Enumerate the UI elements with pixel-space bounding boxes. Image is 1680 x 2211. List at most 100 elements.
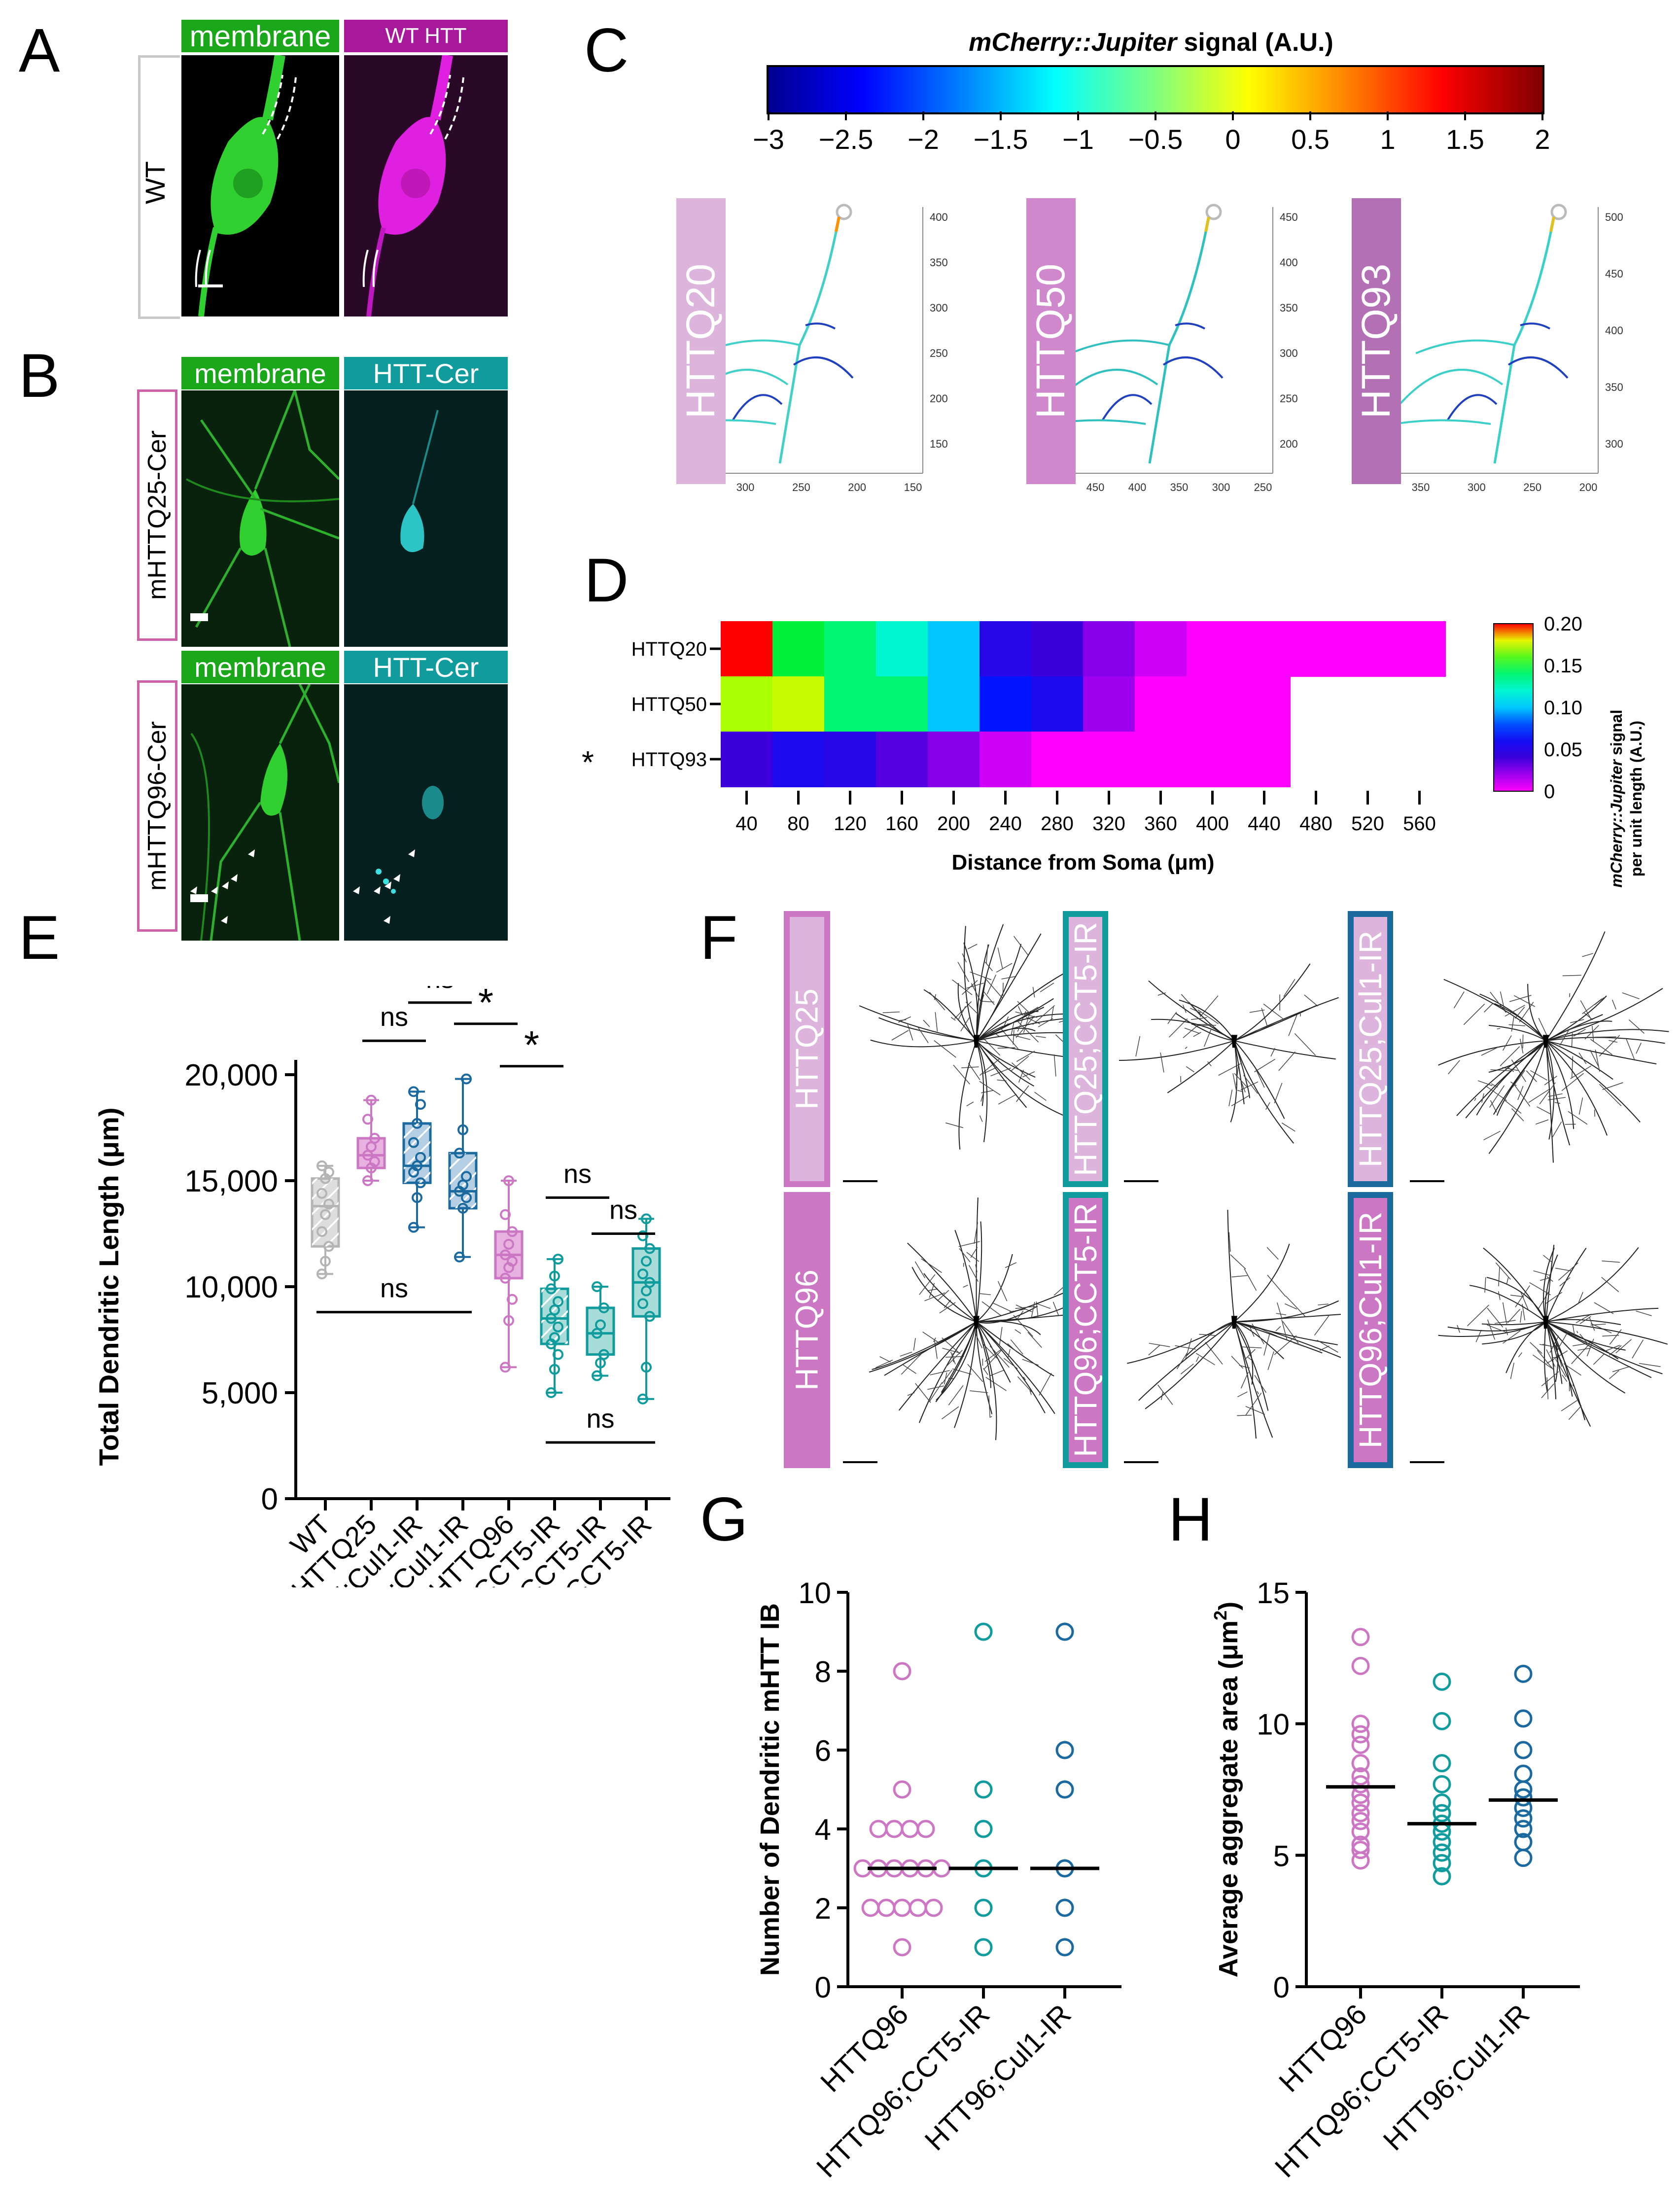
dendrite-branch xyxy=(1502,1035,1512,1051)
dendrite-branch xyxy=(1053,1054,1056,1077)
dendrite-branch xyxy=(1513,995,1536,1007)
heatmap-x-tick-label: 120 xyxy=(834,813,867,835)
dendrite-branch xyxy=(966,1101,974,1107)
heatmap-cell xyxy=(1187,621,1239,677)
scatter-point xyxy=(901,1820,919,1838)
dendrite-branch xyxy=(929,1382,943,1402)
dendrite-trunk xyxy=(1493,216,1555,464)
dendrite xyxy=(935,1321,977,1403)
heatmap-colorbar-tick: 0 xyxy=(1544,781,1555,803)
scatter-point xyxy=(1351,1812,1370,1830)
dendrite-branch xyxy=(1601,1277,1619,1293)
dendrite-branch xyxy=(1448,1060,1460,1075)
heatmap-colorbar-tick: 0.20 xyxy=(1544,613,1582,635)
dendrite-branch xyxy=(1611,999,1616,1010)
heatmap-cell xyxy=(928,621,980,677)
dendrite-branch xyxy=(1561,1400,1577,1411)
soma xyxy=(973,1316,980,1329)
panel-letter-e: E xyxy=(19,904,60,972)
sig-label: ns xyxy=(609,1195,637,1225)
dendrite-branch xyxy=(1175,322,1205,330)
genotype-label-box: HTTQ25 xyxy=(784,911,830,1187)
dendrite-branch xyxy=(1572,1384,1575,1388)
dendrite xyxy=(1227,1210,1235,1322)
trace-label-box: HTTQ20 xyxy=(676,198,726,484)
dendrite-branch xyxy=(1538,1018,1549,1039)
dendrite-branch xyxy=(966,1252,980,1262)
dendrite xyxy=(1505,1321,1546,1373)
box-point xyxy=(598,1302,609,1313)
dendrite-branch xyxy=(999,1327,1003,1346)
dendrite-branch xyxy=(1573,1342,1593,1346)
genotype-label: HTTQ25;Cul1-IR xyxy=(1353,930,1388,1168)
scatter-point xyxy=(1514,1849,1533,1867)
dendrite-branch xyxy=(1537,1350,1554,1370)
dendrite xyxy=(1483,1247,1546,1322)
dendrite-branch xyxy=(1013,936,1029,955)
trace-label: HTTQ20 xyxy=(678,263,724,419)
dendrite-branch xyxy=(950,1017,956,1021)
dendrite xyxy=(1545,1041,1571,1146)
trace-y-tick: 300 xyxy=(1280,347,1298,359)
box-point xyxy=(592,1281,602,1292)
heatmap-colorbar-tick: 0.05 xyxy=(1544,739,1582,761)
dendrite-branch xyxy=(960,1017,970,1032)
dendrite xyxy=(923,989,977,1041)
dendrite xyxy=(1545,1040,1575,1129)
dendrite-branch xyxy=(980,1091,984,1102)
dendrite xyxy=(1234,997,1339,1042)
dendrite-branch xyxy=(1592,1025,1594,1042)
dendrite-branch xyxy=(1511,1059,1527,1082)
neuron-trace: 400 350 300 250 200 150 300 250 200 150 xyxy=(726,204,948,493)
dendrite-branch xyxy=(805,322,836,330)
scatter-point xyxy=(1351,1841,1370,1860)
box-point xyxy=(461,1171,472,1182)
dendrite xyxy=(1545,1040,1641,1123)
box-point xyxy=(503,1315,514,1326)
dendrite-branch xyxy=(1578,1053,1587,1064)
box-point xyxy=(320,1256,331,1267)
dendrite-branch xyxy=(1505,1328,1508,1335)
dendrite-branch xyxy=(961,980,978,995)
dendrite-branch xyxy=(1562,975,1581,977)
heatmap-x-tick-label: 80 xyxy=(787,813,809,835)
dendrite-branch xyxy=(1520,322,1550,330)
dendrite-branch xyxy=(1539,1082,1556,1105)
scatter-y-tick-label: 0 xyxy=(815,1971,831,2004)
dendrite-branch xyxy=(1401,419,1491,425)
box-ylabel: Total Dendritic Length (μm) xyxy=(93,1108,124,1466)
dendrite-branch xyxy=(1487,1307,1504,1328)
dendrite-branch xyxy=(1494,1320,1516,1324)
dendrite-branch xyxy=(1263,1003,1284,1020)
genotype-label: HTTQ25;CCT5-IR xyxy=(1068,922,1103,1176)
dendrite-branch xyxy=(1265,1102,1270,1110)
scatter-point xyxy=(1351,1735,1370,1754)
scatter-point xyxy=(1433,1775,1451,1793)
row-label-wt: WT xyxy=(140,161,171,204)
scatter-point xyxy=(1433,1712,1451,1730)
scatter-y-tick-label: 0 xyxy=(1273,1971,1290,2004)
dendrite xyxy=(1234,1040,1295,1144)
colorbar-tick-label: −3 xyxy=(753,124,784,155)
heatmap-cell xyxy=(721,676,773,732)
dendrite xyxy=(1167,1040,1235,1093)
dendrite-branch xyxy=(1555,1359,1567,1377)
dendrite-branch xyxy=(1570,1065,1592,1079)
dendrite-branch xyxy=(990,1416,992,1418)
dendrite-branch xyxy=(1281,1319,1288,1341)
scatter-point xyxy=(1351,1822,1370,1841)
dendrite-branch xyxy=(996,963,1013,973)
scatter-y-tick-label: 6 xyxy=(815,1734,831,1767)
dendrite-branch xyxy=(907,1024,913,1041)
sig-label: ns xyxy=(380,1274,408,1303)
dendrite-branch xyxy=(1612,1366,1631,1372)
box-point xyxy=(549,1270,560,1282)
box-point xyxy=(553,1321,563,1333)
dendrite-branch xyxy=(934,1040,956,1058)
dendrite xyxy=(976,944,989,1041)
dendrite-branch xyxy=(1241,1346,1262,1349)
dendrite xyxy=(1545,1321,1652,1378)
dendrite-branch xyxy=(1285,1303,1297,1310)
scatter-point xyxy=(1514,1741,1533,1759)
dendrite xyxy=(1234,1321,1323,1354)
